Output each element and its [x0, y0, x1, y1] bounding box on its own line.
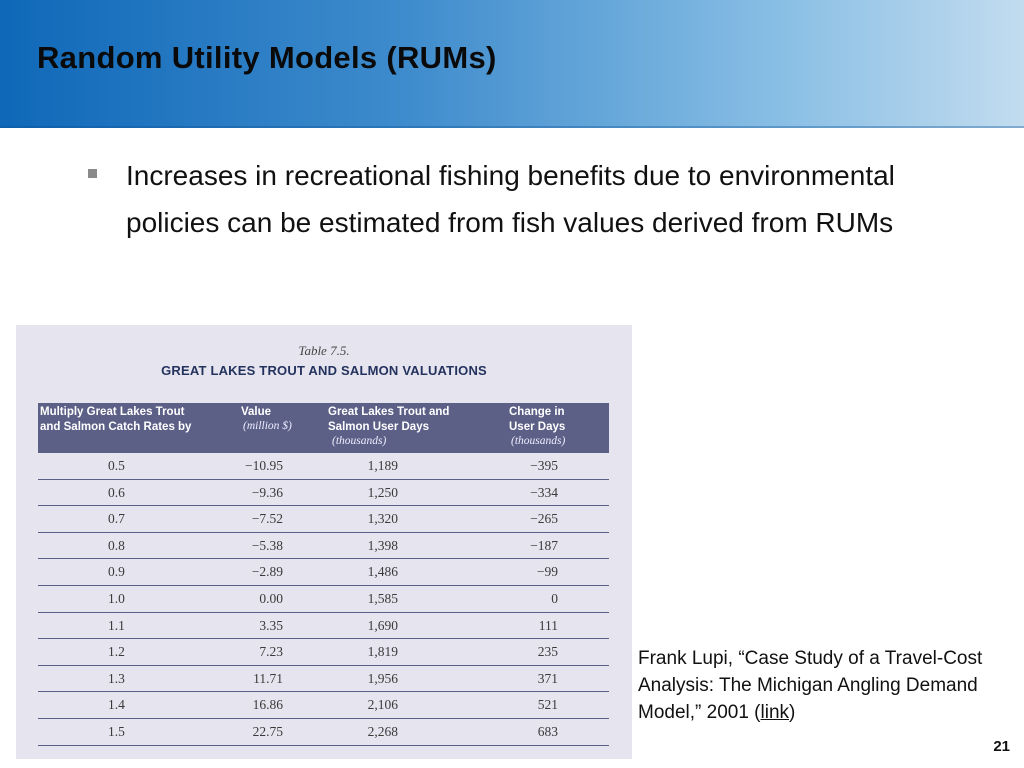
cell-multiplier: 0.6 [108, 484, 125, 500]
table-row: 0.6 −9.36 1,250 −334 [38, 480, 609, 507]
citation: Frank Lupi, “Case Study of a Travel-Cost… [638, 645, 1018, 726]
cell-multiplier: 1.2 [108, 644, 125, 660]
cell-value: −9.36 [251, 484, 283, 500]
square-bullet-icon [88, 169, 97, 178]
cell-multiplier: 1.0 [108, 590, 125, 606]
cell-value: −5.38 [251, 537, 283, 553]
cell-change: 0 [551, 590, 558, 606]
cell-multiplier: 0.8 [108, 537, 125, 553]
cell-user-days: 1,189 [367, 458, 398, 473]
cell-user-days: 2,268 [367, 723, 398, 739]
header-change: Change in User Days [509, 406, 566, 433]
cell-multiplier: 1.3 [108, 670, 125, 686]
citation-close: ) [789, 702, 796, 723]
table-row: 1.4 16.86 2,106 521 [38, 692, 609, 719]
bullet-text: Increases in recreational fishing benefi… [126, 160, 895, 238]
cell-multiplier: 0.5 [108, 458, 125, 473]
table-row: 1.0 0.00 1,585 0 [38, 586, 609, 613]
cell-user-days: 1,585 [367, 590, 398, 606]
cell-value: −7.52 [251, 511, 283, 527]
cell-value: 3.35 [259, 617, 283, 633]
cell-value: 7.23 [259, 644, 283, 660]
table-row: 1.5 22.75 2,268 683 [38, 719, 609, 746]
cell-user-days: 1,320 [367, 511, 398, 527]
table-row: 1.3 11.71 1,956 371 [38, 666, 609, 693]
cell-value: −2.89 [251, 564, 283, 580]
cell-change: 521 [537, 697, 558, 713]
cell-user-days: 1,398 [367, 537, 398, 553]
cell-change: −187 [530, 537, 558, 553]
header-multiplier: Multiply Great Lakes Trout and Salmon Ca… [40, 406, 192, 433]
cell-change: 235 [537, 644, 558, 660]
title-banner [0, 0, 1024, 128]
cell-multiplier: 1.1 [108, 617, 125, 633]
slide-number: 21 [993, 738, 1010, 755]
cell-user-days: 1,819 [367, 644, 398, 660]
cell-value: 11.71 [253, 670, 283, 686]
table-caption: Table 7.5. [298, 343, 350, 358]
table-body: 0.5 −10.95 1,189 −395 0.6 −9.36 1,250 −334 0.7 −7… [38, 453, 609, 746]
table-row: 0.7 −7.52 1,320 −265 [38, 506, 609, 533]
cell-value: 0.00 [259, 590, 283, 606]
table-row: 0.9 −2.89 1,486 −99 [38, 559, 609, 586]
cell-multiplier: 0.9 [108, 564, 125, 580]
cell-user-days: 1,690 [367, 617, 398, 633]
table-row: 0.5 −10.95 1,189 −395 [38, 453, 609, 480]
cell-user-days: 1,486 [367, 564, 398, 580]
table-row: 1.2 7.23 1,819 235 [38, 639, 609, 666]
table-row: 1.1 3.35 1,690 111 [38, 613, 609, 640]
citation-text: Frank Lupi, “Case Study of a Travel-Cost… [638, 648, 983, 723]
cell-change: 371 [537, 670, 558, 686]
slide-title: Random Utility Models (RUMs) [37, 40, 497, 75]
cell-user-days: 1,250 [367, 484, 398, 500]
cell-user-days: 2,106 [367, 697, 398, 713]
cell-change: 111 [538, 617, 558, 633]
cell-change: −395 [530, 458, 558, 473]
cell-user-days: 1,956 [367, 670, 398, 686]
header-value: Value [241, 406, 272, 418]
citation-link[interactable]: link [760, 702, 790, 723]
header-user-days-unit: (thousands) [332, 435, 387, 447]
cell-value: 16.86 [252, 697, 283, 713]
table-title: GREAT LAKES TROUT AND SALMON VALUATIONS [161, 363, 487, 378]
cell-multiplier: 1.5 [108, 723, 125, 739]
cell-change: 683 [537, 723, 558, 739]
cell-multiplier: 0.7 [108, 511, 125, 527]
cell-value: 22.75 [252, 723, 283, 739]
valuation-table-image: Table 7.5. GREAT LAKES TROUT AND SALMON … [16, 325, 632, 759]
cell-change: −334 [530, 484, 558, 500]
cell-value: −10.95 [245, 458, 283, 473]
cell-change: −99 [536, 564, 558, 580]
cell-change: −265 [530, 511, 558, 527]
header-value-unit: (million $) [243, 420, 292, 432]
table-header-row: Multiply Great Lakes Trout and Salmon Ca… [38, 403, 609, 453]
header-change-unit: (thousands) [511, 435, 566, 447]
table-row: 0.8 −5.38 1,398 −187 [38, 533, 609, 560]
cell-multiplier: 1.4 [108, 697, 125, 713]
header-user-days: Great Lakes Trout and Salmon User Days [328, 406, 450, 433]
